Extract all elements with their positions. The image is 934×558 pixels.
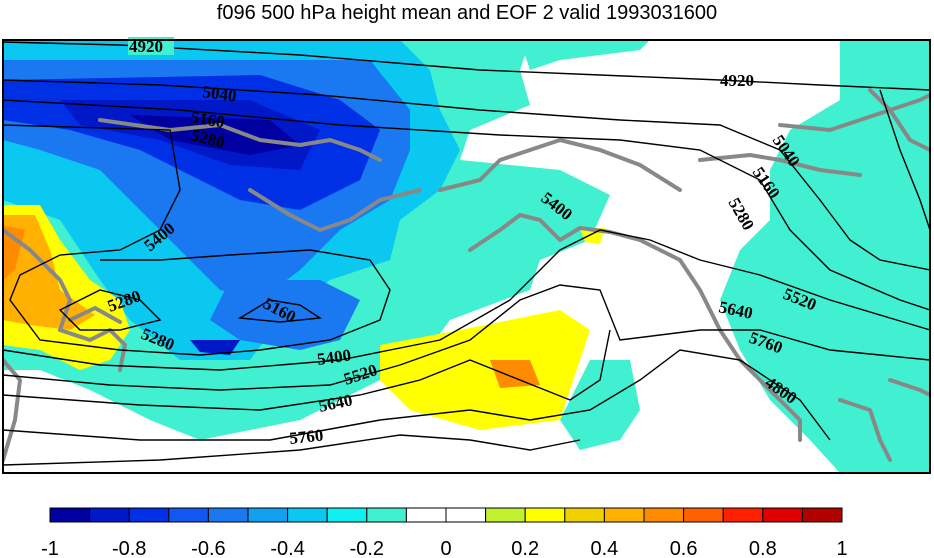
- colorbar-swatch: [683, 507, 724, 523]
- colorbar-tick-labels: -1 -0.8 -0.6 -0.4 -0.2 0 0.2 0.4 0.6 0.8 1: [41, 538, 847, 558]
- colorbar-swatch: [524, 507, 566, 523]
- colorbar-swatch: [405, 507, 447, 523]
- contour-label: 5040: [201, 82, 237, 106]
- map-title: f096 500 hPa height mean and EOF 2 valid…: [216, 2, 718, 24]
- colorbar-swatch: [326, 507, 368, 523]
- colorbar-swatch: [643, 507, 685, 523]
- height-contours: [3, 41, 930, 466]
- colorbar-swatch: [801, 507, 843, 523]
- colorbar: [49, 507, 843, 523]
- colorbar-swatch: [49, 507, 91, 523]
- contour-label: 5400: [316, 345, 352, 369]
- colorbar-tick-label: -0.2: [350, 538, 384, 558]
- colorbar-swatch: [207, 507, 249, 523]
- colorbar-tick-label: 0.2: [511, 538, 539, 558]
- colorbar-swatch: [722, 507, 764, 523]
- colorbar-swatch: [445, 507, 487, 523]
- colorbar-tick-label: -1: [41, 538, 59, 558]
- contour-label: 4920: [129, 37, 163, 56]
- contour-label: 4920: [720, 71, 754, 90]
- colorbar-swatch: [89, 507, 130, 523]
- map-frame: [2, 39, 931, 474]
- coastlines: [3, 88, 930, 462]
- anomaly-shading: [3, 40, 930, 473]
- colorbar-tick-label: 0.4: [590, 538, 618, 558]
- colorbar-tick-label: 1: [836, 538, 847, 558]
- colorbar-swatch: [128, 507, 170, 523]
- colorbar-tick-label: -0.8: [112, 538, 146, 558]
- colorbar-swatch: [168, 507, 209, 523]
- colorbar-swatch: [762, 507, 803, 523]
- colorbar-tick-label: 0: [440, 538, 451, 558]
- colorbar-tick-label: 0.8: [749, 538, 777, 558]
- colorbar-tick-label: 0.6: [670, 538, 698, 558]
- colorbar-tick-label: -0.6: [191, 538, 225, 558]
- contour-label: 5760: [288, 426, 324, 448]
- colorbar-swatch: [564, 507, 605, 523]
- colorbar-tick-label: -0.4: [270, 538, 304, 558]
- colorbar-swatch: [366, 507, 407, 523]
- colorbar-swatch: [485, 507, 526, 523]
- colorbar-swatch: [287, 507, 328, 523]
- colorbar-swatch: [603, 507, 645, 523]
- colorbar-swatch: [247, 507, 289, 523]
